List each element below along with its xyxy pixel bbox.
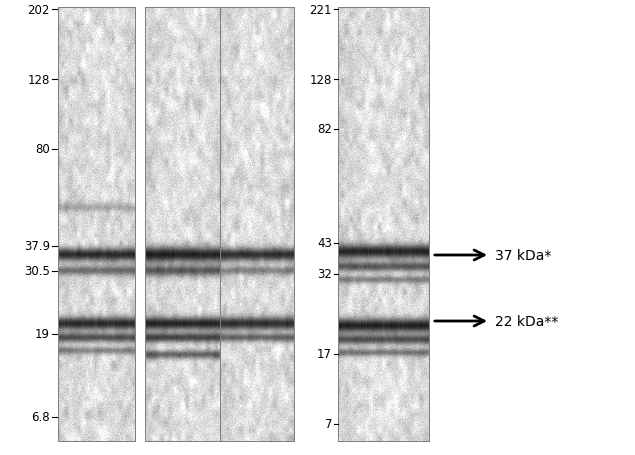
Text: 17: 17	[317, 348, 332, 361]
Text: 7: 7	[324, 418, 332, 430]
Text: 6.8: 6.8	[31, 410, 50, 424]
Text: 30.5: 30.5	[24, 265, 50, 278]
Text: 22 kDa**: 22 kDa**	[495, 314, 558, 328]
Text: 80: 80	[36, 143, 50, 156]
Text: 37 kDa*: 37 kDa*	[495, 248, 551, 263]
Text: 128: 128	[310, 73, 332, 86]
Text: 221: 221	[309, 4, 332, 16]
Text: 82: 82	[317, 123, 332, 136]
Text: 43: 43	[317, 237, 332, 250]
Text: 32: 32	[317, 268, 332, 281]
Text: 37.9: 37.9	[24, 240, 50, 253]
Text: 202: 202	[28, 4, 50, 16]
Text: 19: 19	[35, 328, 50, 341]
Text: 128: 128	[28, 73, 50, 86]
